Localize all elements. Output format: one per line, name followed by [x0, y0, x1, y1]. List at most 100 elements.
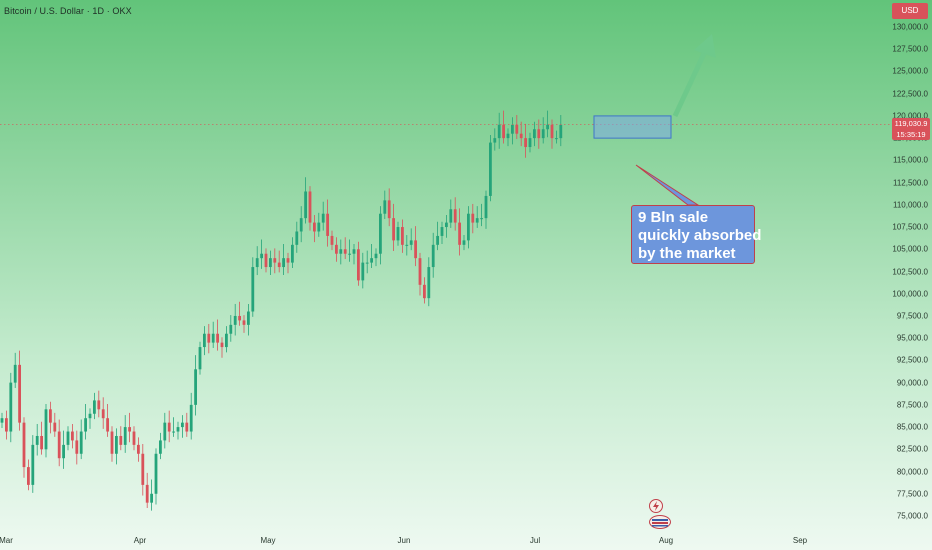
- x-tick-label: May: [260, 536, 276, 545]
- y-tick-label: 75,000.0: [896, 511, 928, 521]
- candle-body: [198, 347, 202, 370]
- candle-body: [247, 311, 250, 325]
- lightning-icon[interactable]: [649, 499, 663, 513]
- candle-body: [88, 413, 92, 419]
- candle-body: [467, 213, 470, 241]
- target-arrow: [672, 34, 716, 118]
- candle-body: [110, 431, 114, 454]
- candle-body: [229, 324, 233, 334]
- candle-body: [550, 124, 554, 139]
- y-tick-label: 112,500.0: [893, 178, 928, 188]
- candle-body: [352, 249, 356, 254]
- candle-body: [445, 222, 448, 228]
- candle-body: [172, 431, 175, 433]
- annotation-callout[interactable]: 9 Bln sale quickly absorbed by the marke…: [631, 205, 762, 264]
- candle-body: [405, 244, 409, 246]
- earnings-stack-icon[interactable]: [649, 515, 671, 529]
- y-tick-label: 115,000.0: [893, 155, 928, 165]
- consolidation-box: [593, 115, 672, 139]
- candle-body: [308, 191, 312, 223]
- candle-body: [53, 422, 57, 432]
- candle-body: [150, 493, 153, 503]
- candle-body: [511, 124, 514, 134]
- candle-body: [40, 435, 43, 450]
- candle-body: [220, 342, 224, 348]
- candle-body: [335, 244, 338, 254]
- candle-body: [35, 435, 39, 445]
- candle-body: [238, 315, 241, 321]
- candle-body: [233, 315, 237, 325]
- x-tick-label: Jun: [397, 536, 411, 545]
- candle-body: [299, 218, 303, 232]
- candle-body: [541, 129, 545, 139]
- candle-body: [22, 422, 26, 468]
- x-tick-label: Apr: [133, 536, 147, 545]
- candle-body: [396, 227, 400, 241]
- candle-body: [361, 262, 365, 281]
- candle-body: [0, 418, 4, 423]
- candle-body: [370, 258, 373, 263]
- candle-body: [189, 404, 193, 432]
- candle-body: [181, 422, 184, 428]
- candle-body: [458, 222, 461, 245]
- candle-body: [123, 427, 127, 445]
- candle-body: [277, 262, 281, 268]
- candle-body: [128, 427, 131, 432]
- candle-body: [493, 138, 497, 143]
- y-tick-label: 122,500.0: [892, 89, 928, 99]
- y-tick-label: 90,000.0: [896, 378, 928, 388]
- candle-body: [5, 418, 8, 432]
- x-tick-label: Mar: [0, 536, 13, 545]
- y-tick-label: 120,000.0: [892, 111, 928, 121]
- y-tick-label: 77,500.0: [896, 489, 928, 499]
- candle-body: [185, 422, 189, 432]
- callout-line-2: quickly absorbed: [638, 227, 762, 244]
- candle-body: [264, 253, 268, 268]
- candle-body: [207, 333, 211, 343]
- candle-body: [49, 409, 52, 423]
- candle-body: [330, 235, 334, 245]
- candle-body: [71, 431, 74, 441]
- candle-body: [291, 244, 294, 263]
- candle-body: [141, 453, 145, 485]
- candle-body: [176, 427, 180, 432]
- candle-body: [137, 444, 140, 454]
- candle-body: [414, 240, 417, 259]
- currency-badge[interactable]: USD: [892, 3, 928, 19]
- candle-body: [475, 218, 479, 223]
- candle-body: [44, 409, 48, 450]
- candle-body: [119, 435, 123, 445]
- candle-body: [462, 240, 466, 245]
- x-tick-label: Aug: [658, 536, 674, 545]
- candle-body: [379, 213, 382, 254]
- candle-body: [449, 209, 453, 223]
- candle-body: [13, 364, 17, 383]
- candle-body: [27, 467, 30, 485]
- candle-body: [374, 253, 378, 259]
- candle-body: [62, 444, 65, 459]
- y-tick-label: 110,000.0: [893, 200, 928, 210]
- candle-body: [115, 435, 118, 454]
- candle-body: [154, 453, 158, 494]
- y-tick-label: 100,000.0: [892, 289, 928, 299]
- candle-body: [440, 227, 444, 236]
- y-tick-label: 105,000.0: [892, 244, 928, 254]
- candle-body: [282, 258, 285, 268]
- y-tick-label: 95,000.0: [896, 333, 928, 343]
- candle-body: [546, 124, 549, 130]
- candle-body: [392, 218, 395, 241]
- candle-body: [273, 258, 277, 263]
- y-tick-label: 130,000.0: [892, 22, 928, 32]
- candle-body: [75, 440, 79, 454]
- candle-body: [484, 195, 488, 219]
- candle-body: [84, 418, 87, 432]
- y-tick-label: 125,000.0: [892, 66, 928, 76]
- candle-body: [295, 231, 299, 245]
- candle-body: [423, 284, 426, 299]
- y-tick-label: 85,000.0: [896, 422, 928, 432]
- current-price-tag: 119,030.9 15:35:19: [892, 118, 930, 140]
- candle-body: [18, 364, 21, 423]
- candle-body: [339, 249, 343, 254]
